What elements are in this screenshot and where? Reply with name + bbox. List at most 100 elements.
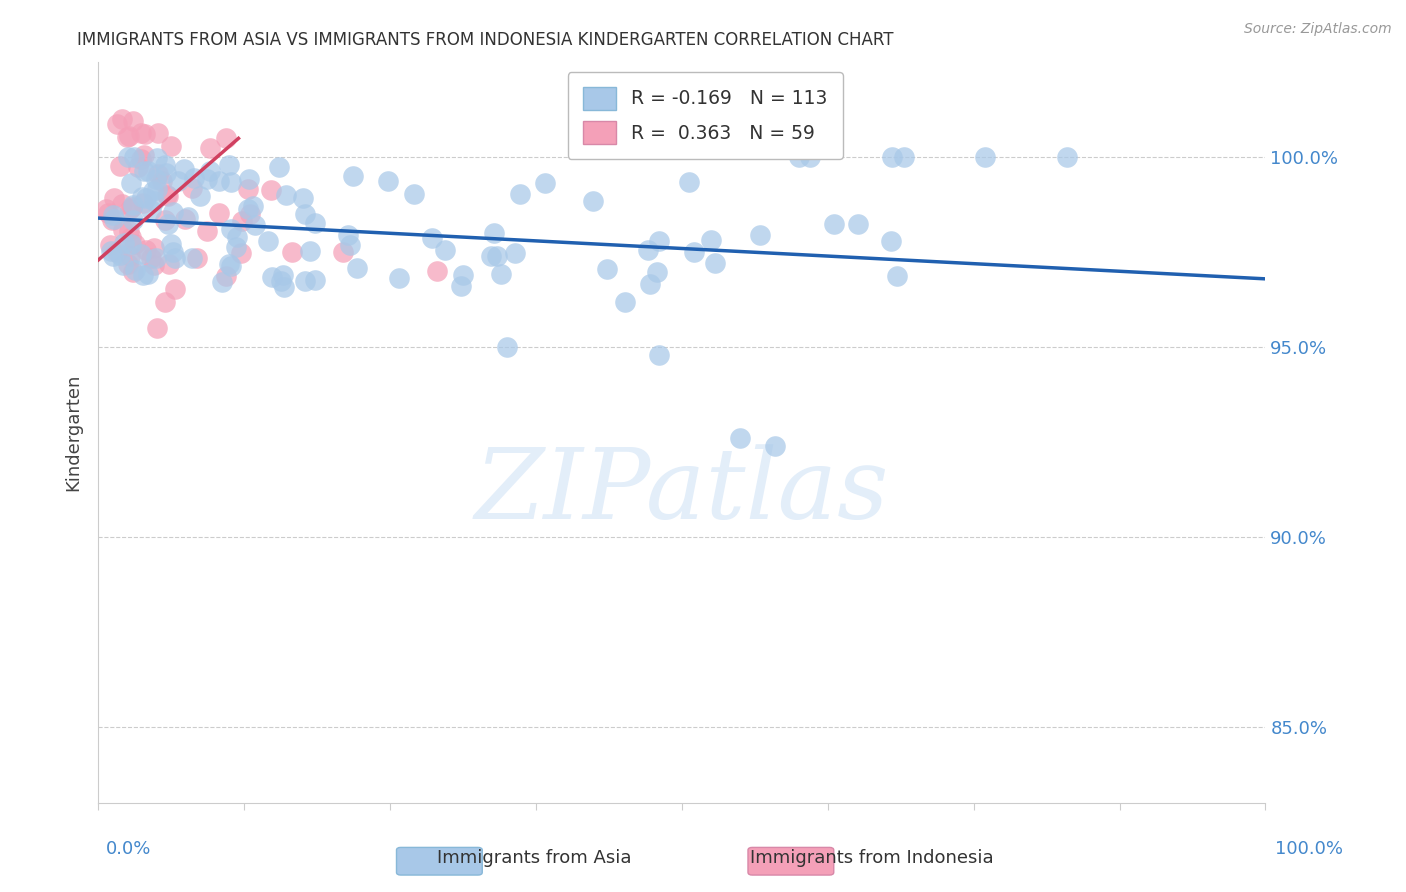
Point	[156, 217, 179, 231]
Point	[787, 150, 810, 164]
Point	[136, 163, 159, 178]
Point	[426, 264, 449, 278]
Point	[243, 218, 266, 232]
Point	[273, 280, 295, 294]
Point	[122, 198, 145, 212]
Point	[101, 212, 124, 227]
Point	[112, 223, 135, 237]
Point	[218, 257, 240, 271]
Point	[143, 258, 166, 272]
Point	[166, 174, 188, 188]
Point	[763, 439, 786, 453]
Point	[124, 263, 146, 277]
Point	[748, 228, 770, 243]
Point	[200, 164, 222, 178]
Point	[110, 197, 132, 211]
Point	[112, 236, 135, 251]
Point	[451, 268, 474, 282]
Point	[221, 259, 243, 273]
Point	[337, 227, 360, 242]
Point	[132, 164, 155, 178]
Point	[97, 205, 120, 219]
Point	[110, 159, 132, 173]
Point	[479, 248, 502, 262]
Point	[129, 247, 152, 261]
Point	[637, 244, 659, 258]
Point	[342, 169, 364, 183]
Point	[974, 150, 997, 164]
Point	[491, 267, 513, 281]
Point	[683, 244, 706, 259]
Point	[127, 160, 149, 174]
Point	[124, 237, 146, 252]
Point	[111, 112, 134, 127]
Point	[1056, 150, 1078, 164]
Point	[146, 167, 169, 181]
Point	[150, 173, 173, 187]
Point	[647, 348, 669, 362]
Point	[638, 277, 661, 292]
Point	[485, 249, 508, 263]
Point	[496, 340, 519, 354]
Point	[294, 207, 316, 221]
Point	[142, 194, 165, 209]
Point	[294, 274, 316, 288]
Point	[103, 208, 125, 222]
Point	[155, 166, 177, 180]
Point	[377, 174, 399, 188]
Text: ZIPatlas: ZIPatlas	[475, 444, 889, 540]
Point	[276, 188, 298, 202]
Point	[298, 244, 321, 258]
Point	[256, 234, 278, 248]
Point	[153, 212, 176, 227]
Point	[160, 139, 183, 153]
Point	[105, 117, 128, 131]
Point	[704, 256, 727, 270]
Point	[141, 184, 163, 198]
Point	[135, 243, 157, 257]
Point	[420, 231, 443, 245]
Point	[122, 114, 145, 128]
Text: Immigrants from Asia: Immigrants from Asia	[437, 849, 631, 867]
Legend: R = -0.169   N = 113, R =  0.363   N = 59: R = -0.169 N = 113, R = 0.363 N = 59	[568, 72, 842, 159]
Point	[231, 214, 253, 228]
Point	[404, 186, 426, 201]
Point	[122, 150, 145, 164]
Point	[156, 187, 179, 202]
Point	[503, 246, 526, 260]
Point	[156, 188, 179, 202]
Point	[107, 244, 129, 259]
Point	[482, 226, 505, 240]
Point	[219, 222, 242, 236]
Point	[879, 235, 901, 249]
Point	[215, 269, 238, 284]
Point	[139, 202, 162, 217]
Point	[388, 270, 411, 285]
Point	[218, 158, 240, 172]
Point	[120, 176, 142, 190]
Point	[162, 205, 184, 219]
Point	[799, 150, 821, 164]
Point	[339, 238, 361, 252]
Point	[135, 191, 157, 205]
Point	[134, 127, 156, 141]
Point	[880, 150, 903, 164]
Point	[267, 160, 290, 174]
Point	[100, 244, 122, 258]
Point	[614, 295, 637, 310]
Point	[219, 175, 242, 189]
Point	[678, 175, 700, 189]
Point	[225, 240, 247, 254]
Point	[129, 126, 152, 140]
Point	[157, 257, 180, 271]
Point	[195, 224, 218, 238]
Point	[509, 187, 531, 202]
Point	[120, 230, 142, 244]
Point	[98, 238, 121, 252]
Point	[582, 194, 605, 209]
Point	[332, 245, 354, 260]
Point	[117, 257, 139, 271]
Point	[145, 182, 167, 196]
Point	[450, 279, 472, 293]
Point	[146, 151, 169, 165]
